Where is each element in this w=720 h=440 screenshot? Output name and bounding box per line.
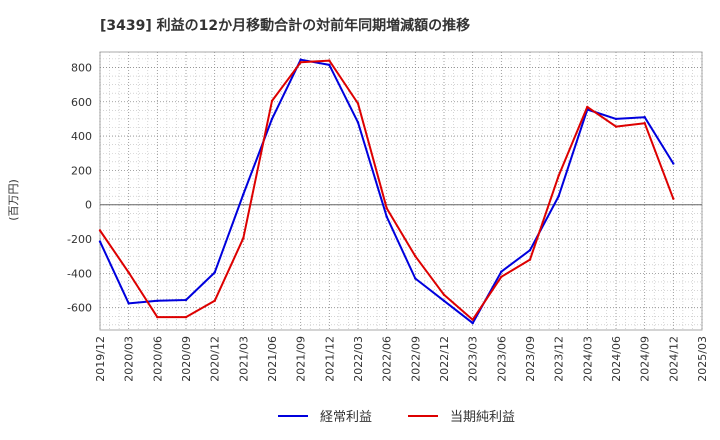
data-point: [299, 58, 302, 61]
y-axis-label: (百万円): [7, 179, 20, 221]
x-tick-label: 2022/03: [352, 336, 365, 382]
data-point: [356, 121, 360, 124]
y-tick-label: 200: [71, 164, 92, 177]
x-tick-label: 2020/12: [209, 336, 222, 382]
x-tick-label: 2024/12: [667, 336, 680, 382]
data-point: [614, 117, 618, 121]
data-point: [414, 255, 417, 258]
data-point: [643, 116, 646, 119]
x-tick-label: 2023/03: [467, 336, 480, 382]
data-point: [557, 194, 560, 198]
data-point: [471, 321, 474, 325]
data-point: [614, 125, 618, 128]
data-point: [672, 197, 675, 200]
data-point: [500, 270, 503, 273]
y-tick-label: 800: [71, 61, 92, 74]
data-point: [643, 122, 646, 125]
legend: 経常利益 当期純利益: [278, 410, 515, 425]
data-point: [500, 275, 503, 279]
data-point: [156, 299, 159, 303]
data-point: [672, 162, 675, 165]
x-tick-label: 2023/09: [524, 336, 537, 382]
chart-title: [3439] 利益の12か月移動合計の対前年同期増減額の推移: [100, 17, 470, 34]
y-tick-label: -400: [67, 267, 92, 280]
x-tick-label: 2022/06: [381, 336, 394, 382]
data-point: [213, 271, 216, 274]
data-point: [557, 174, 560, 177]
data-point: [471, 318, 474, 321]
data-point: [528, 258, 532, 261]
legend-label-2: 当期純利益: [450, 410, 515, 425]
data-point: [299, 61, 302, 64]
data-point: [528, 249, 532, 252]
data-point: [270, 99, 274, 103]
plot-area: 800 600 400 200 0 -200 -400 -600 2019/12 2020/03 2…: [67, 51, 709, 382]
data-point: [184, 315, 188, 319]
x-tick-label: 2021/09: [295, 336, 308, 382]
x-tick-label: 2024/03: [581, 336, 594, 382]
data-point: [242, 236, 245, 240]
y-tick-label: -200: [67, 233, 92, 246]
data-point: [270, 117, 274, 121]
data-point: [242, 193, 245, 196]
x-tick-label: 2021/06: [266, 336, 279, 382]
x-tick-label: 2020/03: [123, 336, 136, 382]
data-point: [385, 206, 388, 210]
data-point: [442, 293, 446, 297]
x-tick-label: 2022/12: [438, 336, 451, 382]
y-tick-label: 400: [71, 130, 92, 143]
x-tick-label: 2019/12: [94, 336, 107, 382]
x-tick-label: 2022/09: [409, 336, 422, 382]
data-point: [213, 299, 216, 303]
data-point: [414, 277, 417, 280]
x-tick-label: 2020/09: [180, 336, 193, 382]
x-tick-label: 2025/03: [696, 336, 709, 382]
data-point: [586, 105, 589, 109]
data-point: [156, 315, 159, 319]
x-tick-label: 2021/12: [323, 336, 336, 382]
data-point: [184, 298, 188, 302]
y-tick-label: -600: [67, 302, 92, 315]
y-tick-label: 0: [85, 199, 92, 212]
data-point: [127, 271, 130, 274]
data-point: [442, 299, 446, 303]
x-tick-label: 2021/03: [237, 336, 250, 382]
data-point: [385, 215, 388, 218]
plot-frame: [99, 51, 703, 331]
y-tick-label: 600: [71, 96, 92, 109]
data-point: [127, 302, 130, 305]
data-point: [98, 229, 102, 232]
x-tick-label: 2024/09: [639, 336, 652, 382]
legend-label-1: 経常利益: [320, 410, 372, 425]
data-point: [98, 240, 102, 243]
data-point: [328, 59, 331, 62]
x-tick-label: 2023/06: [495, 336, 508, 382]
x-tick-label: 2023/12: [553, 336, 566, 382]
data-point: [328, 63, 331, 67]
x-tick-label: 2020/06: [151, 336, 164, 382]
data-point: [356, 102, 360, 105]
x-tick-label: 2024/06: [610, 336, 623, 382]
